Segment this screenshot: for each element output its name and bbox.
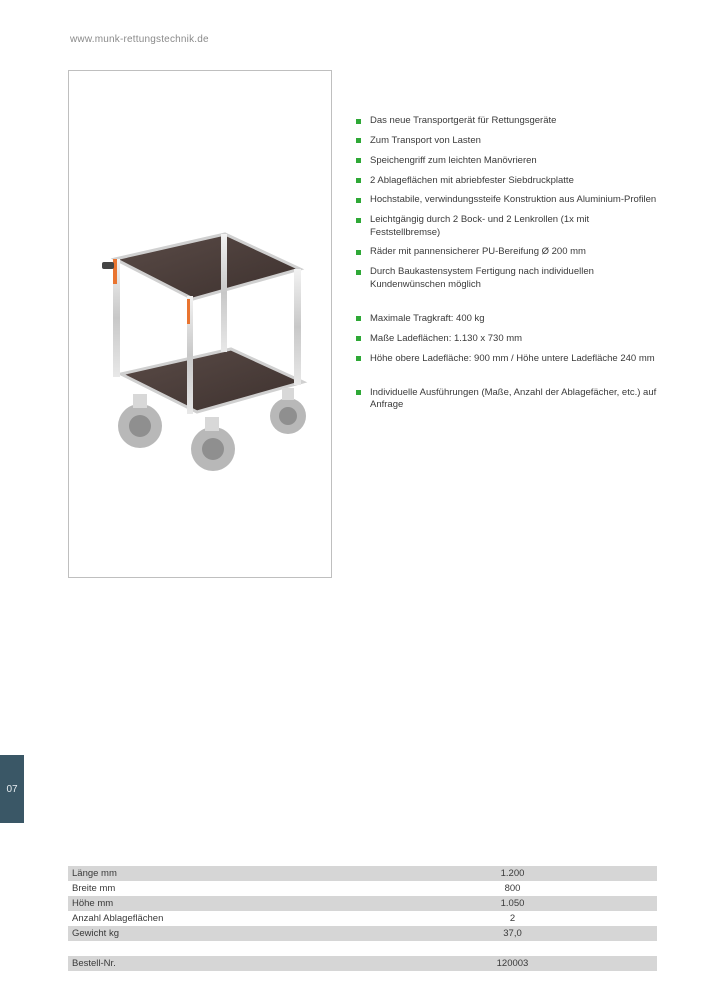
spec-label: Höhe mm — [72, 896, 372, 911]
spec-row: Länge mm1.200 — [68, 866, 657, 881]
feature-item: Maße Ladeflächen: 1.130 x 730 mm — [356, 333, 657, 345]
spec-row: Höhe mm1.050 — [68, 896, 657, 911]
spec-value: 2 — [372, 911, 653, 926]
feature-item: Maximale Tragkraft: 400 kg — [356, 313, 657, 325]
spec-row: Anzahl Ablageflächen2 — [68, 911, 657, 926]
spec-label: Anzahl Ablageflächen — [72, 911, 372, 926]
product-image-frame — [68, 70, 332, 578]
feature-list: Das neue Transportgerät für Rettungsgerä… — [356, 115, 657, 419]
spec-value: 120003 — [372, 956, 653, 971]
feature-item: Räder mit pannensicherer PU-Bereifung Ø … — [356, 246, 657, 258]
feature-item: Leichtgängig durch 2 Bock- und 2 Lenkrol… — [356, 214, 657, 239]
spec-label: Bestell-Nr. — [72, 956, 372, 971]
feature-item: Durch Baukastensystem Fertigung nach ind… — [356, 266, 657, 291]
spec-label: Breite mm — [72, 881, 372, 896]
feature-item: 2 Ablageflächen mit abriebfester Siebdru… — [356, 175, 657, 187]
spec-value: 1.050 — [372, 896, 653, 911]
header-url: www.munk-rettungstechnik.de — [70, 34, 209, 45]
spec-table-order: Bestell-Nr.120003 — [68, 956, 657, 971]
trolley-illustration — [85, 174, 315, 474]
feature-item: Speichengriff zum leichten Manövrieren — [356, 155, 657, 167]
feature-item: Das neue Transportgerät für Rettungsgerä… — [356, 115, 657, 127]
spec-row: Bestell-Nr.120003 — [68, 956, 657, 971]
spec-value: 37,0 — [372, 926, 653, 941]
spec-table-dimensions: Länge mm1.200Breite mm800Höhe mm1.050Anz… — [68, 866, 657, 941]
feature-item: Zum Transport von Lasten — [356, 135, 657, 147]
feature-item: Individuelle Ausführungen (Maße, Anzahl … — [356, 387, 657, 412]
feature-item: Höhe obere Ladefläche: 900 mm / Höhe unt… — [356, 353, 657, 365]
spec-row: Breite mm800 — [68, 881, 657, 896]
spec-label: Gewicht kg — [72, 926, 372, 941]
spec-value: 1.200 — [372, 866, 653, 881]
spec-row: Gewicht kg37,0 — [68, 926, 657, 941]
spec-label: Länge mm — [72, 866, 372, 881]
feature-item: Hochstabile, verwindungssteife Konstrukt… — [356, 194, 657, 206]
page-number-tab: 07 — [0, 755, 24, 823]
spec-value: 800 — [372, 881, 653, 896]
